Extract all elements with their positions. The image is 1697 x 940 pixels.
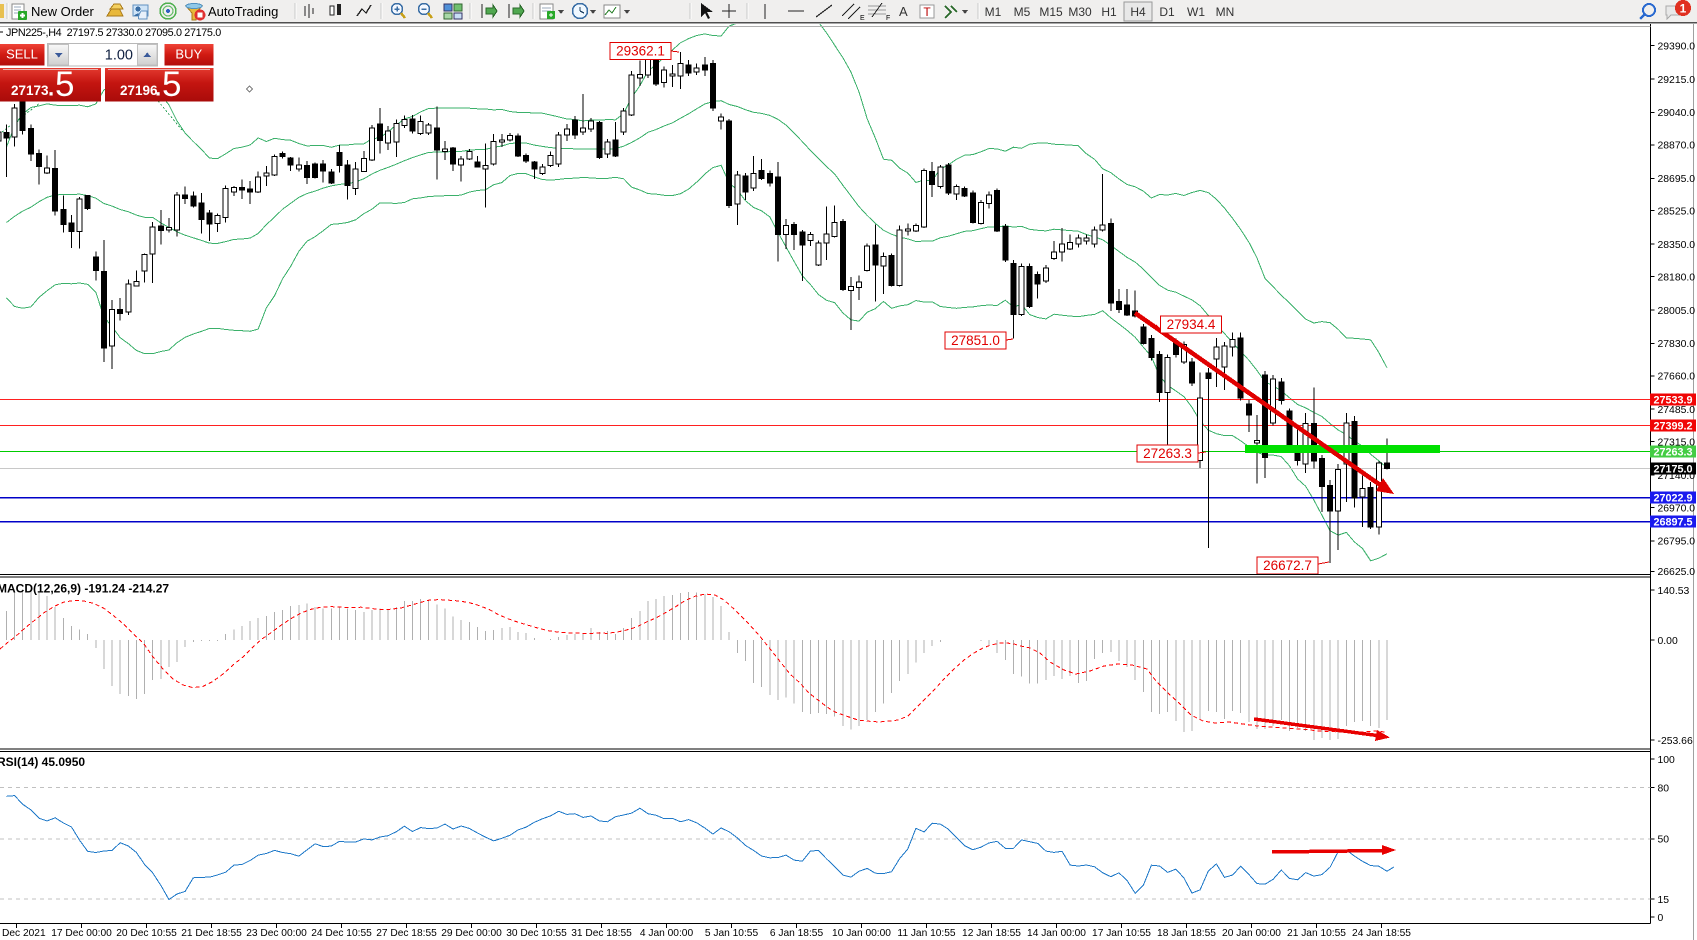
svg-text:0.00: 0.00	[1658, 636, 1678, 647]
svg-text:T: T	[923, 5, 931, 19]
svg-text:28870.0: 28870.0	[1658, 141, 1696, 152]
svg-text:21 Dec 18:55: 21 Dec 18:55	[181, 928, 242, 939]
svg-text:28180.0: 28180.0	[1658, 272, 1696, 283]
svg-text:27 Dec 18:55: 27 Dec 18:55	[376, 928, 437, 939]
svg-text:W1: W1	[1187, 5, 1205, 19]
svg-text:29215.0: 29215.0	[1658, 75, 1696, 86]
svg-text:26970.0: 26970.0	[1658, 503, 1696, 514]
svg-text:M5: M5	[1014, 5, 1031, 19]
svg-text:23 Dec 00:00: 23 Dec 00:00	[246, 928, 307, 939]
svg-text:27934.4: 27934.4	[1167, 317, 1216, 332]
svg-text:29390.0: 29390.0	[1658, 41, 1696, 52]
svg-text:27175.0: 27175.0	[1654, 463, 1693, 475]
svg-text:140.53: 140.53	[1658, 586, 1690, 597]
svg-text:50: 50	[1658, 835, 1670, 846]
svg-text:New Order: New Order	[31, 4, 95, 19]
svg-text:27533.9: 27533.9	[1654, 394, 1693, 406]
svg-text:27263.3: 27263.3	[1143, 446, 1192, 461]
svg-text:17 Jan 10:55: 17 Jan 10:55	[1092, 928, 1151, 939]
svg-text:AutoTrading: AutoTrading	[208, 4, 278, 19]
svg-text:17 Dec 00:00: 17 Dec 00:00	[51, 928, 112, 939]
svg-text:28005.0: 28005.0	[1658, 306, 1696, 317]
svg-text:27399.2: 27399.2	[1654, 420, 1693, 432]
svg-text:Dec 2021: Dec 2021	[2, 928, 46, 939]
svg-text:28525.0: 28525.0	[1658, 207, 1696, 218]
svg-text:14 Jan 00:00: 14 Jan 00:00	[1027, 928, 1086, 939]
svg-text:.: .	[155, 76, 161, 101]
svg-text:29040.0: 29040.0	[1658, 108, 1696, 119]
svg-text:12 Jan 18:55: 12 Jan 18:55	[962, 928, 1021, 939]
svg-text:27022.9: 27022.9	[1654, 492, 1693, 504]
svg-text:4 Jan 00:00: 4 Jan 00:00	[640, 928, 694, 939]
svg-text:-253.66: -253.66	[1658, 736, 1693, 747]
svg-text:SELL: SELL	[6, 47, 38, 62]
svg-text:28350.0: 28350.0	[1658, 240, 1696, 251]
svg-text:27485.0: 27485.0	[1658, 405, 1696, 416]
svg-text:JPN225-,H4 27197.5 27330.0 27: JPN225-,H4 27197.5 27330.0 27095.0 27175…	[6, 27, 221, 39]
svg-text:27315.0: 27315.0	[1658, 438, 1696, 449]
svg-text:27851.0: 27851.0	[951, 333, 1000, 348]
svg-text:A: A	[899, 4, 908, 19]
svg-text:15: 15	[1658, 895, 1670, 906]
svg-text:10 Jan 00:00: 10 Jan 00:00	[832, 928, 891, 939]
svg-text:M30: M30	[1068, 5, 1092, 19]
svg-text:D1: D1	[1159, 5, 1175, 19]
svg-text:21 Jan 10:55: 21 Jan 10:55	[1287, 928, 1346, 939]
svg-text:26625.0: 26625.0	[1658, 567, 1696, 578]
svg-text:27140.0: 27140.0	[1658, 471, 1696, 482]
svg-text:20 Dec 10:55: 20 Dec 10:55	[116, 928, 177, 939]
svg-text:100: 100	[1658, 755, 1676, 766]
svg-text:1.00: 1.00	[105, 48, 133, 64]
svg-text:31 Dec 18:55: 31 Dec 18:55	[571, 928, 632, 939]
svg-text:27196: 27196	[120, 83, 158, 98]
svg-text:E: E	[860, 15, 865, 22]
svg-text:26795.0: 26795.0	[1658, 537, 1696, 548]
svg-text:24 Dec 10:55: 24 Dec 10:55	[311, 928, 372, 939]
svg-text:30 Dec 10:55: 30 Dec 10:55	[506, 928, 567, 939]
svg-text:11 Jan 10:55: 11 Jan 10:55	[897, 928, 955, 939]
svg-text:28695.0: 28695.0	[1658, 174, 1696, 185]
svg-text:.: .	[48, 76, 54, 101]
svg-text:5: 5	[162, 65, 181, 104]
svg-text:18 Jan 18:55: 18 Jan 18:55	[1157, 928, 1216, 939]
svg-text:29 Dec 00:00: 29 Dec 00:00	[441, 928, 502, 939]
svg-text:24 Jan 18:55: 24 Jan 18:55	[1352, 928, 1411, 939]
svg-text:6 Jan 18:55: 6 Jan 18:55	[770, 928, 824, 939]
svg-text:MN: MN	[1216, 5, 1235, 19]
svg-text:26672.7: 26672.7	[1263, 558, 1312, 573]
svg-text:MACD(12,26,9) -191.24 -214.27: MACD(12,26,9) -191.24 -214.27	[0, 582, 169, 596]
svg-text:F: F	[886, 15, 890, 22]
svg-text:M1: M1	[985, 5, 1002, 19]
svg-text:BUY: BUY	[175, 47, 202, 62]
svg-text:27263.3: 27263.3	[1654, 446, 1693, 458]
svg-text:5: 5	[55, 65, 74, 104]
svg-text:80: 80	[1658, 783, 1670, 794]
svg-text:26897.5: 26897.5	[1654, 516, 1693, 528]
svg-text:20 Jan 00:00: 20 Jan 00:00	[1222, 928, 1281, 939]
svg-text:RSI(14) 45.0950: RSI(14) 45.0950	[0, 755, 85, 769]
svg-text:27830.0: 27830.0	[1658, 339, 1696, 350]
svg-text:5 Jan 10:55: 5 Jan 10:55	[705, 928, 759, 939]
svg-text:0: 0	[1658, 913, 1664, 924]
svg-text:27173: 27173	[11, 83, 49, 98]
svg-text:1: 1	[1680, 2, 1687, 16]
svg-text:H4: H4	[1130, 5, 1146, 19]
svg-text:H1: H1	[1101, 5, 1117, 19]
svg-text:M15: M15	[1039, 5, 1063, 19]
svg-text:29362.1: 29362.1	[616, 44, 665, 59]
svg-text:27660.0: 27660.0	[1658, 372, 1696, 383]
